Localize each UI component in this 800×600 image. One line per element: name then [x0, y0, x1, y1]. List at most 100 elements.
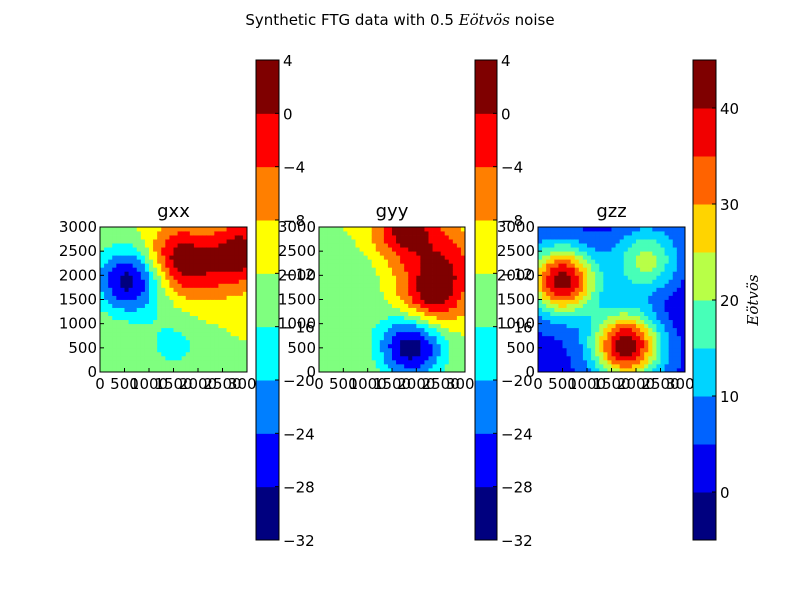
contour-cell — [383, 275, 389, 280]
colorbar-band — [475, 326, 497, 381]
contour-cell — [222, 367, 227, 373]
contour-cell — [400, 367, 405, 373]
contour-cell — [347, 263, 352, 268]
contour-cell — [177, 287, 183, 292]
contour-cell — [676, 367, 682, 373]
contour-cell — [619, 331, 625, 337]
contour-cell — [619, 307, 625, 312]
contour-cell — [202, 339, 207, 345]
contour-cell — [408, 351, 413, 357]
contour-cell — [656, 239, 661, 244]
contour-cell — [140, 263, 146, 268]
contour-cell — [165, 291, 170, 296]
contour-cell — [230, 283, 236, 288]
contour-cell — [230, 295, 236, 300]
contour-cell — [331, 347, 336, 353]
contour-cell — [648, 291, 653, 296]
contour-cell — [202, 335, 207, 341]
contour-cell — [210, 327, 215, 333]
contour-cell — [140, 279, 146, 284]
contour-cell — [153, 275, 158, 280]
contour-cell — [566, 343, 572, 349]
contour-cell — [319, 363, 324, 369]
contour-cell — [404, 295, 409, 300]
contour-cell — [379, 327, 385, 333]
contour-cell — [351, 263, 356, 268]
contour-cell — [181, 255, 187, 260]
contour-cell — [157, 231, 162, 236]
contour-cell — [599, 227, 604, 232]
contour-cell — [607, 283, 612, 288]
contour-cell — [214, 299, 219, 304]
contour-cell — [404, 279, 409, 284]
contour-cell — [648, 307, 653, 312]
contour-cell — [375, 347, 381, 353]
contour-cell — [664, 279, 670, 284]
contour-cell — [400, 359, 405, 365]
contour-cell — [582, 303, 588, 308]
contour-cell — [640, 355, 645, 361]
contour-cell — [136, 251, 142, 256]
contour-cell — [173, 243, 178, 248]
contour-cell — [120, 363, 125, 369]
contour-cell — [550, 343, 555, 349]
contour-cell — [591, 351, 596, 357]
colorbar-tick-label: −28 — [501, 479, 533, 497]
contour-cell — [355, 259, 360, 264]
contour-cell — [396, 287, 401, 292]
contour-cell — [226, 247, 232, 252]
contour-cell — [181, 315, 187, 321]
contour-cell — [615, 335, 621, 341]
contour-cell — [644, 259, 649, 264]
contour-cell — [169, 247, 174, 252]
contour-cell — [112, 363, 117, 369]
contour-cell — [371, 351, 377, 357]
contour-cell — [371, 323, 377, 329]
contour-cell — [582, 331, 588, 337]
contour-cell — [189, 295, 195, 300]
contour-cell — [668, 299, 674, 304]
contour-cell — [108, 239, 113, 244]
contour-cell — [375, 279, 381, 284]
contour-cell — [668, 239, 674, 244]
contour-cell — [222, 299, 227, 304]
contour-cell — [116, 355, 121, 361]
contour-cell — [652, 299, 657, 304]
contour-cell — [660, 295, 665, 300]
contour-cell — [452, 355, 458, 361]
contour-cell — [538, 235, 543, 240]
contour-cell — [214, 243, 219, 248]
contour-cell — [323, 251, 328, 256]
contour-cell — [400, 319, 405, 325]
contour-cell — [359, 263, 365, 268]
contour-cell — [120, 343, 125, 349]
contour-cell — [562, 335, 567, 341]
contour-cell — [623, 247, 629, 252]
contour-cell — [375, 363, 381, 369]
contour-cell — [198, 315, 203, 321]
contour-cell — [177, 323, 183, 329]
contour-cell — [193, 235, 199, 240]
contour-cell — [327, 255, 332, 260]
contour-cell — [347, 275, 352, 280]
contour-cell — [351, 339, 356, 345]
contour-cell — [656, 283, 661, 288]
contour-cell — [323, 367, 328, 373]
contour-cell — [558, 331, 563, 337]
contour-cell — [619, 355, 625, 361]
contour-cell — [578, 363, 584, 369]
contour-cell — [631, 315, 637, 321]
contour-cell — [335, 271, 340, 276]
contour-cell — [149, 267, 154, 272]
contour-cell — [198, 263, 203, 268]
contour-cell — [615, 311, 621, 317]
contour-cell — [619, 343, 625, 349]
contour-cell — [108, 251, 113, 256]
contour-cell — [432, 255, 438, 260]
contour-cell — [226, 323, 232, 329]
contour-cell — [343, 351, 348, 357]
contour-cell — [652, 279, 657, 284]
contour-cell — [177, 275, 183, 280]
contour-cell — [149, 279, 154, 284]
